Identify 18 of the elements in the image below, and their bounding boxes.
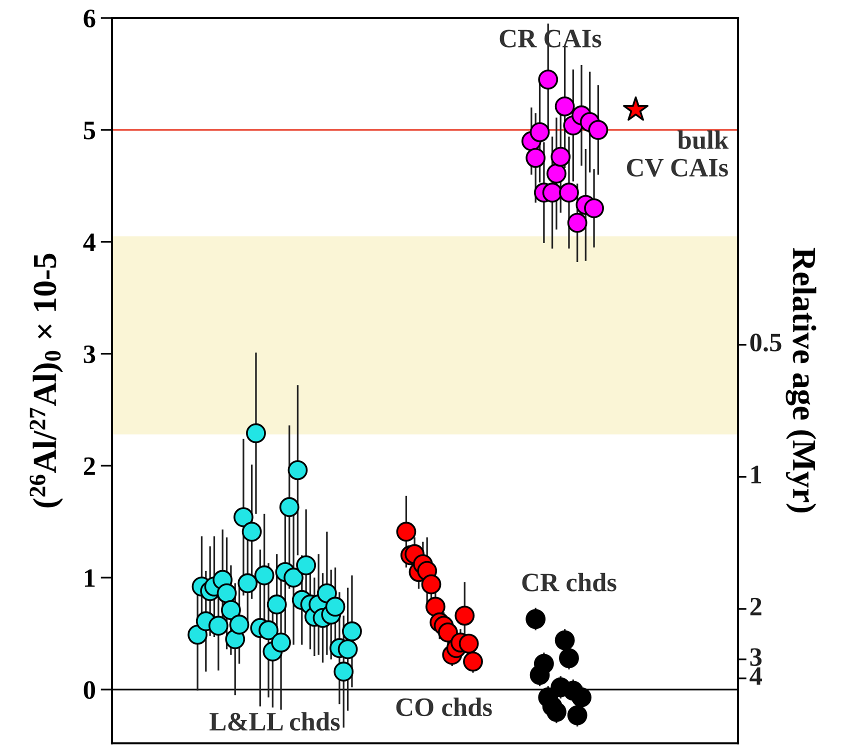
y-tick-label: 6 [84,10,96,28]
y-tick-label: 5 [84,122,96,140]
annotation: L&LL chds [210,712,340,731]
y-tick-label: 4 [83,234,96,252]
text: 0.5 [750,334,782,352]
annotation: bulk CV CAIs [626,130,729,177]
y-axis-title: ($^{26}$Al/$^{27}$Al)$_{0}$ × 10-5 [30,254,63,508]
y-tick-label: 2 [84,457,95,475]
y-tick-label: 3 [84,345,96,364]
text: 3 [750,648,762,666]
annotation: CR chds [522,572,616,592]
text: 4 [750,667,762,685]
text: 1 [751,466,762,484]
y-tick-label: 0 [84,681,96,699]
y2-axis-title: Relative age (Myr) [786,248,816,512]
y-tick-label: 1 [84,569,95,587]
text: 2 [750,598,762,616]
annotation: CO chds [396,698,492,716]
